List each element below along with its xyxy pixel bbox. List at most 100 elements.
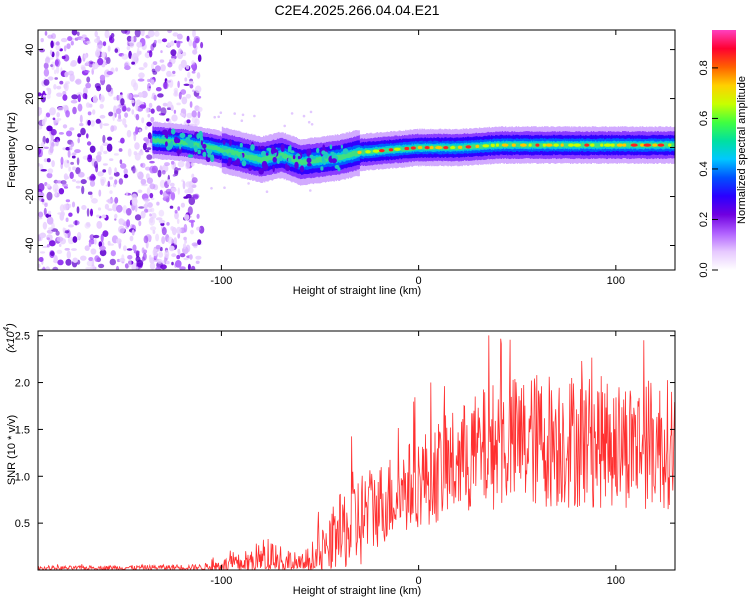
spectrogram-blob-cell (187, 134, 193, 138)
spectrogram-noise-cell (59, 204, 65, 213)
spectrogram-noise-cell (77, 133, 82, 138)
spectrogram-noise-cell (55, 45, 61, 51)
spectrogram-band-cell (312, 157, 315, 164)
spectrogram-y-label: Frequency (Hz) (6, 112, 18, 188)
spectrogram-band-cell (354, 150, 356, 156)
spectrogram-blob-cell (179, 132, 186, 139)
spectrogram-noise-cell (66, 43, 71, 50)
spectrogram-peak-cell (379, 149, 385, 153)
spectrogram-noise-cell (136, 41, 143, 48)
spectrogram-noise-cell (120, 137, 125, 144)
spectrogram-noise-cell (76, 92, 83, 97)
spectrogram-blob-cell (330, 151, 335, 155)
spectrogram-band-cell (298, 158, 301, 164)
spectrogram-noise-cell (200, 41, 204, 49)
spectrogram-noise-cell (197, 54, 202, 62)
spectrogram-noise-cell (115, 265, 120, 270)
spectrogram-band-cell (370, 149, 372, 154)
spectrogram-band-cell (271, 154, 274, 161)
spectrogram-band-cell (583, 142, 585, 148)
spectrogram-band-cell (371, 149, 373, 155)
spectrogram-blob-cell (222, 146, 228, 150)
spectrogram-noise-cell (187, 187, 194, 194)
spectrogram-noise-cell (81, 205, 87, 210)
spectrogram-noise-cell (183, 196, 189, 199)
spectrogram-noise-cell (65, 217, 69, 223)
spectrogram-noise-cell (89, 145, 96, 153)
spectrogram-noise-cell (191, 173, 195, 179)
spectrogram-noise-cell (71, 155, 76, 159)
spectrogram-noise-cell (133, 250, 140, 254)
spectrogram-blob-cell (340, 144, 343, 149)
spectrogram-sparse-cell (309, 110, 313, 114)
spectrogram-noise-cell (167, 236, 173, 244)
spectrogram-peak-cell (545, 143, 553, 147)
spectrogram-noise-cell (50, 40, 54, 49)
spectrogram-sparse-cell (253, 114, 256, 118)
spectrogram-peak-cell (429, 146, 434, 150)
spectrogram-blob-cell (227, 157, 232, 163)
spectrogram-noise-cell (185, 93, 192, 99)
spectrogram-band-cell (219, 147, 221, 153)
spectrogram-noise-cell (161, 236, 166, 245)
spectrogram-noise-cell (72, 236, 78, 243)
spectrogram-noise-cell (91, 198, 98, 204)
spectrogram-band-cell (639, 142, 641, 147)
spectrogram-noise-cell (155, 217, 163, 221)
spectrogram-noise-cell (173, 237, 177, 246)
spectrogram-noise-cell (179, 253, 186, 258)
spectrogram-noise-cell (64, 230, 70, 234)
spectrogram-noise-cell (102, 230, 109, 238)
spectrogram-blob-cell (171, 128, 176, 135)
spectrogram-noise-cell (186, 112, 193, 119)
spectrogram-noise-cell (180, 89, 187, 95)
spectrogram-noise-cell (46, 125, 53, 132)
spectrogram-noise-cell (171, 253, 177, 258)
spectrogram-noise-cell (43, 62, 49, 70)
spectrogram-band-cell (319, 156, 321, 163)
colorbar-tick-label: 0.2 (698, 212, 710, 227)
spectrogram-noise-cell (53, 84, 57, 90)
spectrogram-noise-cell (104, 203, 109, 210)
spectrogram-noise-cell (77, 103, 83, 112)
spectrogram-noise-cell (92, 109, 96, 115)
spectrogram-noise-cell (118, 148, 123, 152)
spectrogram-band-cell (283, 153, 285, 160)
spectrogram-noise-cell (49, 49, 53, 56)
spectrogram-noise-cell (43, 68, 50, 77)
spectrogram-noise-cell (80, 179, 87, 185)
spectrogram-noise-cell (42, 94, 46, 98)
spectrogram-noise-cell (47, 34, 54, 39)
spectrogram-noise-cell (51, 61, 55, 70)
snr-series-line (38, 335, 675, 570)
spectrogram-noise-cell (171, 261, 174, 266)
spectrogram-band-cell (564, 143, 566, 148)
spectrogram-noise-cell (191, 177, 198, 184)
spectrogram-band-cell (346, 152, 348, 158)
spectrogram-band-cell (152, 137, 154, 143)
spectrogram-sparse-cell (247, 182, 250, 185)
spectrogram-band-cell (221, 147, 224, 153)
spectrogram-band-cell (279, 152, 281, 159)
spectrogram-noise-cell (197, 110, 201, 119)
spectrogram-noise-cell (126, 219, 131, 228)
spectrogram-noise-cell (149, 160, 155, 164)
spectrogram-blob-cell (329, 144, 333, 150)
spectrogram-noise-cell (153, 94, 157, 101)
spectrogram-noise-cell (95, 49, 100, 58)
spectrogram-noise-cell (106, 71, 114, 75)
spectrogram-band-cell (299, 159, 302, 165)
spectrogram-noise-cell (66, 250, 72, 259)
spectrogram-noise-cell (137, 189, 143, 194)
colorbar-tick-label: 0.0 (698, 262, 710, 277)
spectrogram-noise-cell (158, 219, 166, 224)
spectrogram-noise-cell (38, 216, 43, 220)
spectrogram-band-cell (186, 140, 188, 146)
spectrogram-noise-cell (65, 258, 72, 266)
spectrogram-peak-cell (388, 148, 394, 152)
spectrogram-noise-cell (41, 198, 45, 203)
spectrogram-noise-cell (147, 78, 151, 83)
spectrogram-noise-cell (195, 37, 200, 44)
spectrogram-noise-cell (88, 242, 92, 247)
snr-scale-exponent: 4 (2, 326, 11, 331)
